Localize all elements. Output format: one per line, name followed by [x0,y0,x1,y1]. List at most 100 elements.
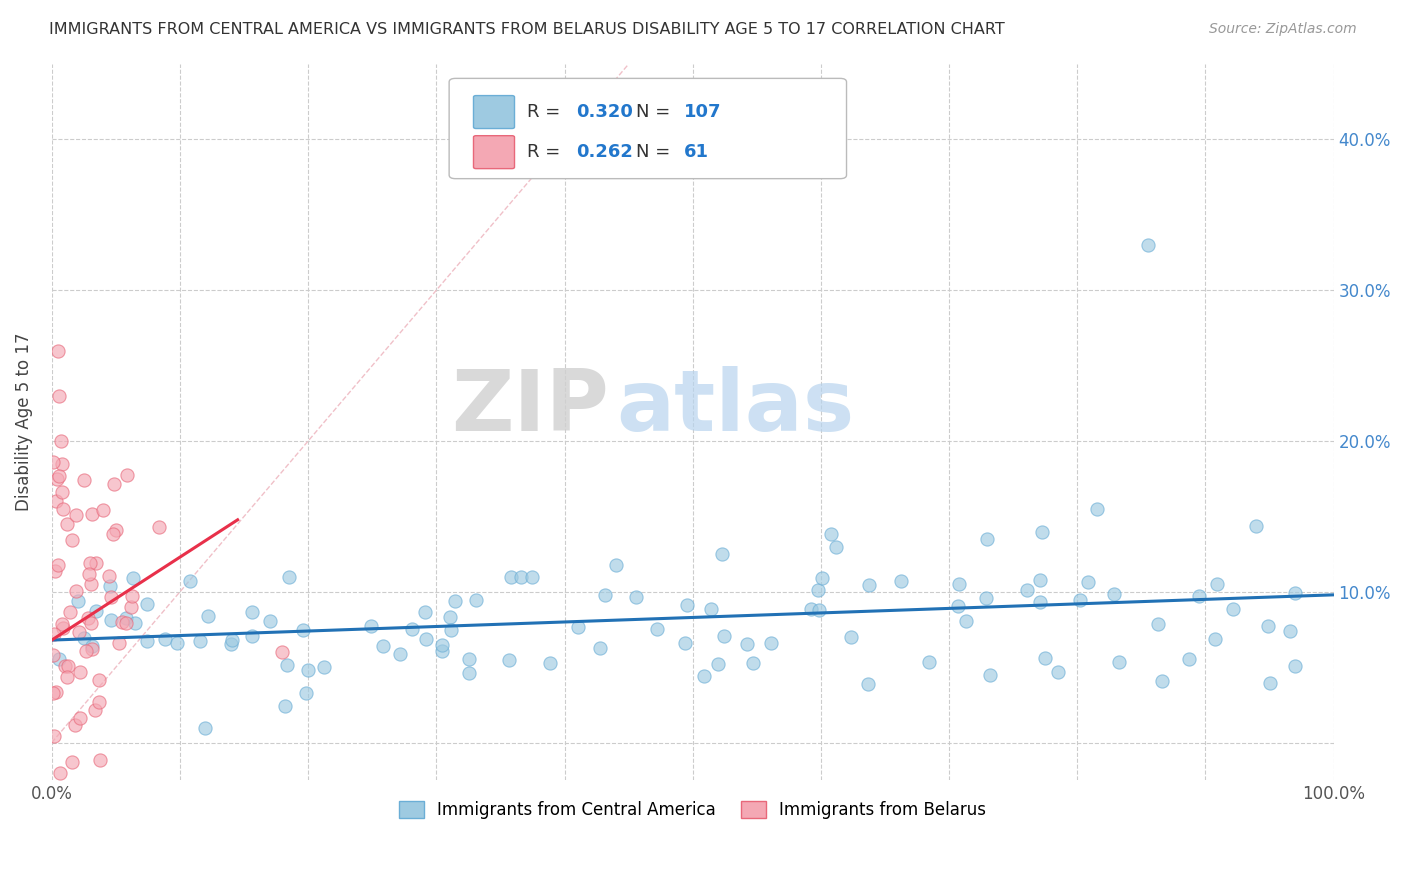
Point [73,631,96,645]
Point [98,579,121,593]
Point [80,639,103,653]
Point [166,636,188,650]
Text: 0.320: 0.320 [576,103,633,121]
Text: Source: ZipAtlas.com: Source: ZipAtlas.com [1209,22,1357,37]
Point [111,615,134,629]
Point [700,602,723,616]
Point [538,656,561,670]
Point [48,469,70,483]
FancyBboxPatch shape [449,78,846,178]
Point [42,648,65,662]
Point [51,457,73,471]
Point [44,564,66,578]
Point [121,590,143,604]
Point [55,659,77,673]
Point [120,599,142,614]
Point [46,343,69,358]
Point [498,653,520,667]
Point [100,590,122,604]
Point [69,711,91,725]
Point [673,636,696,650]
Point [1035,650,1057,665]
Point [83,703,105,717]
Point [1029,595,1052,609]
Point [432,639,454,653]
Point [710,547,733,561]
Point [595,588,617,602]
Point [84,604,107,618]
Point [82,507,104,521]
Point [440,623,463,637]
Point [60,533,83,547]
Point [443,593,465,607]
Point [858,577,880,591]
Point [297,663,319,677]
Point [1136,238,1159,252]
Point [1244,519,1267,533]
Point [188,633,211,648]
Point [808,602,831,616]
Point [97,569,120,583]
Point [401,623,423,637]
Text: N =: N = [637,143,676,161]
Point [56,516,79,531]
Text: R =: R = [527,103,567,121]
Point [52,621,75,635]
Point [856,677,879,691]
Point [42,626,65,640]
Point [271,645,294,659]
Point [259,615,281,629]
Point [737,637,759,651]
Point [108,636,131,650]
Point [501,570,523,584]
Text: 107: 107 [683,103,721,121]
Point [1147,617,1170,632]
Point [1257,619,1279,633]
Point [520,570,543,584]
Point [457,665,479,680]
Point [240,606,263,620]
Point [45,685,67,699]
Point [179,574,201,589]
Point [135,634,157,648]
Point [75,644,97,658]
Point [360,618,382,632]
Text: R =: R = [527,143,567,161]
Text: IMMIGRANTS FROM CENTRAL AMERICA VS IMMIGRANTS FROM BELARUS DISABILITY AGE 5 TO 1: IMMIGRANTS FROM CENTRAL AMERICA VS IMMIG… [49,22,1005,37]
Point [55,670,77,684]
Point [194,721,217,735]
Point [1069,593,1091,607]
Point [124,615,146,630]
Point [77,567,100,582]
Point [1015,582,1038,597]
Point [675,598,697,612]
Legend: Immigrants from Central America, Immigrants from Belarus: Immigrants from Central America, Immigra… [392,794,993,826]
Point [45,472,67,486]
Point [976,532,998,546]
Point [45,494,67,508]
Point [1047,665,1070,680]
Point [80,642,103,657]
Point [48,765,70,780]
Point [277,569,299,583]
Point [1278,624,1301,638]
Point [1178,651,1201,665]
Point [42,686,65,700]
Point [101,527,124,541]
Point [276,658,298,673]
Point [42,729,65,743]
Point [312,660,335,674]
Point [415,632,437,647]
Point [115,610,138,624]
Point [93,503,115,517]
Point [439,609,461,624]
Point [626,590,648,604]
Point [56,659,79,673]
Point [589,641,612,656]
FancyBboxPatch shape [474,136,515,169]
Point [153,632,176,647]
Point [219,637,242,651]
Point [80,577,103,591]
Point [221,633,243,648]
Point [373,639,395,653]
